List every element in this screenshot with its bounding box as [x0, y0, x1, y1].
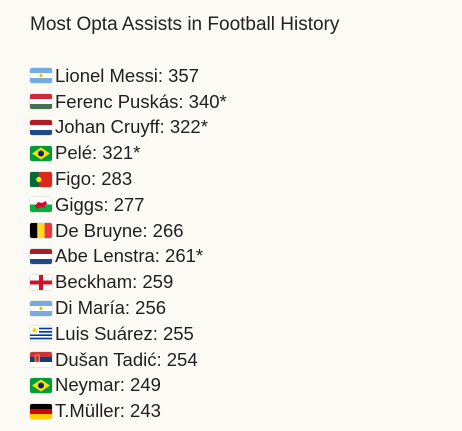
netherlands-flag-icon [30, 248, 52, 264]
serbia-flag-icon [30, 352, 52, 368]
assists-list: Lionel Messi: 357 Ferenc Puskás: 340* Jo… [30, 63, 227, 424]
list-item-text: Luis Suárez: 255 [55, 322, 194, 344]
hungary-flag-icon [30, 94, 52, 110]
argentina-flag-icon [30, 68, 52, 84]
list-item: Ferenc Puskás: 340* [30, 89, 227, 115]
list-item: Neymar: 249 [30, 373, 227, 399]
list-item: Di María: 256 [30, 295, 227, 321]
list-item: Johan Cruyff: 322* [30, 115, 227, 141]
uruguay-flag-icon [30, 326, 52, 342]
brazil-flag-icon [30, 145, 52, 161]
germany-flag-icon [30, 403, 52, 419]
brazil-flag-icon [30, 377, 52, 393]
list-item-text: Dušan Tadić: 254 [55, 348, 198, 370]
list-item-text: Figo: 283 [55, 168, 133, 190]
list-item: Beckham: 259 [30, 269, 227, 295]
list-item-text: Ferenc Puskás: 340* [55, 90, 227, 112]
list-item-text: Pelé: 321* [55, 142, 141, 164]
list-item-text: T.Müller: 243 [55, 400, 161, 422]
list-item: Figo: 283 [30, 166, 227, 192]
list-item-text: Di María: 256 [55, 297, 167, 319]
list-item-text: Lionel Messi: 357 [55, 64, 199, 86]
list-item-text: Beckham: 259 [55, 271, 174, 293]
post-title: Most Opta Assists in Football History [30, 14, 340, 35]
list-item: Giggs: 277 [30, 192, 227, 218]
list-item: Dušan Tadić: 254 [30, 347, 227, 373]
list-item-text: Neymar: 249 [55, 374, 161, 396]
list-item: Lionel Messi: 357 [30, 63, 227, 89]
list-item: De Bruyne: 266 [30, 218, 227, 244]
portugal-flag-icon [30, 171, 52, 187]
argentina-flag-icon [30, 300, 52, 316]
list-item: Abe Lenstra: 261* [30, 244, 227, 270]
list-item: Luis Suárez: 255 [30, 321, 227, 347]
wales-flag-icon [30, 197, 52, 213]
list-item: T.Müller: 243 [30, 398, 227, 424]
belgium-flag-icon [30, 223, 52, 239]
list-item: Pelé: 321* [30, 140, 227, 166]
list-item-text: Abe Lenstra: 261* [55, 245, 204, 267]
list-item-text: Giggs: 277 [55, 193, 145, 215]
list-item-text: De Bruyne: 266 [55, 219, 184, 241]
netherlands-flag-icon [30, 119, 52, 135]
list-item-text: Johan Cruyff: 322* [55, 116, 208, 138]
england-flag-icon [30, 274, 52, 290]
